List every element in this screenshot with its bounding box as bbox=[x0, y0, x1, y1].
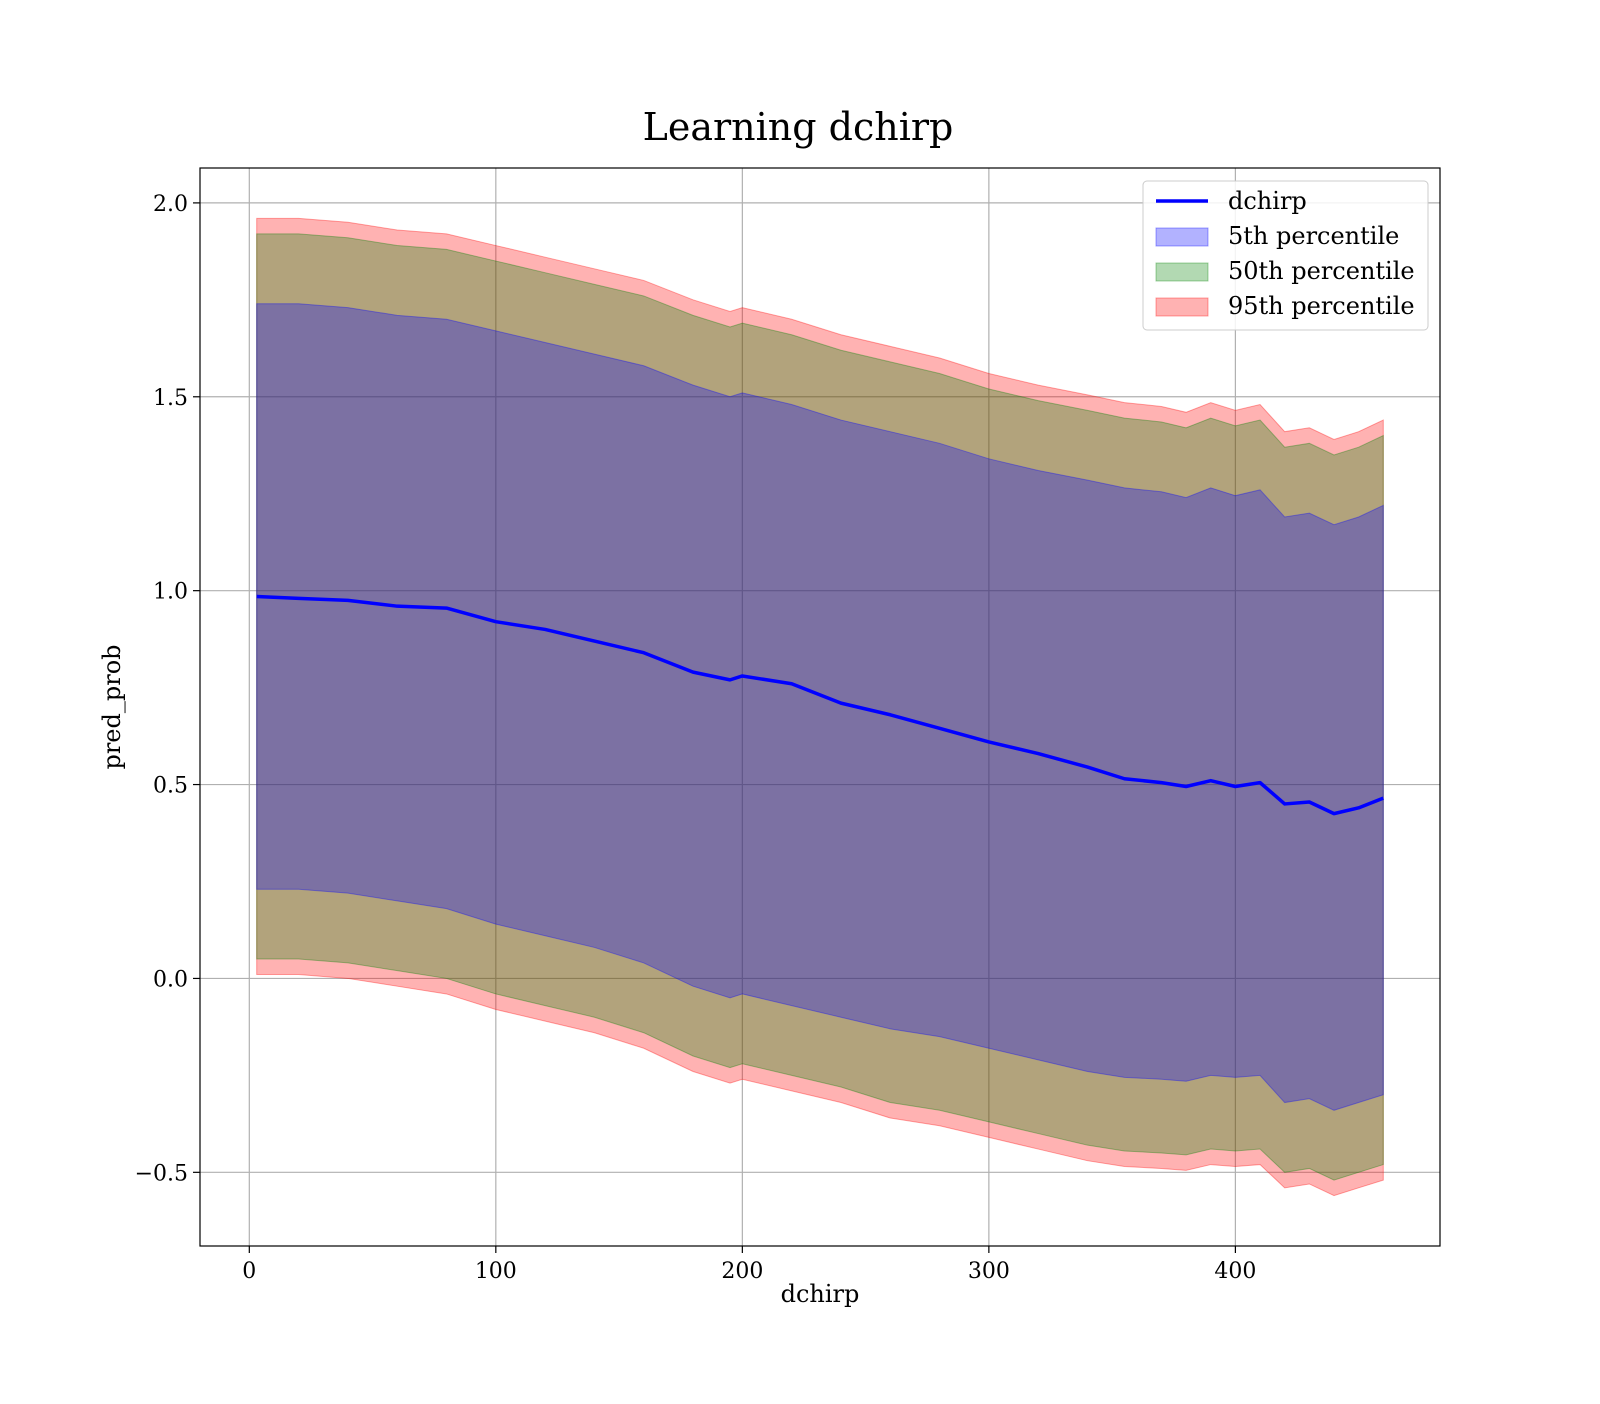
band-5th-percentile bbox=[256, 303, 1384, 1111]
legend-label-95th-percentile: 95th percentile bbox=[1228, 292, 1415, 320]
legend-swatch-95th-percentile bbox=[1155, 297, 1209, 317]
line-layer bbox=[256, 594, 1384, 816]
chart-title: Learning dchirp bbox=[643, 105, 954, 149]
legend-box bbox=[1142, 180, 1429, 331]
band-50th-percentile bbox=[256, 233, 1384, 1181]
tick-layer: 0 100 200 300 400 −0.5 0.0 0.5 1.0 1.5 2.0 bbox=[135, 192, 1257, 1284]
grid-layer bbox=[200, 168, 1440, 1246]
band-layer bbox=[256, 217, 1384, 1197]
x-tick-label: 300 bbox=[968, 1259, 1010, 1284]
y-axis-label: pred_prob bbox=[98, 644, 126, 769]
y-tick-label: 2.0 bbox=[153, 192, 188, 217]
legend-label-5th-percentile: 5th percentile bbox=[1228, 222, 1399, 250]
y-tick-label: 1.0 bbox=[153, 580, 188, 605]
x-tick-label: 100 bbox=[475, 1259, 517, 1284]
y-tick-label: −0.5 bbox=[135, 1161, 188, 1186]
x-axis-label: dchirp bbox=[781, 1280, 860, 1308]
legend-swatch-50th-percentile bbox=[1155, 262, 1209, 282]
x-tick-label: 0 bbox=[242, 1259, 256, 1284]
x-tick-label: 400 bbox=[1214, 1259, 1256, 1284]
y-tick-label: 0.5 bbox=[153, 774, 188, 799]
plot-frame bbox=[199, 167, 1441, 1247]
band-95th-percentile bbox=[256, 217, 1384, 1197]
y-tick-label: 0.0 bbox=[153, 967, 188, 992]
legend: dchirp 5th percentile 50th percentile 95th … bbox=[1142, 180, 1429, 331]
series-line-dchirp bbox=[256, 594, 1384, 816]
x-tick-label: 200 bbox=[721, 1259, 763, 1284]
legend-label-50th-percentile: 50th percentile bbox=[1228, 257, 1415, 285]
y-tick-label: 1.5 bbox=[153, 386, 188, 411]
legend-label-dchirp: dchirp bbox=[1228, 187, 1307, 215]
legend-swatch-5th-percentile bbox=[1155, 227, 1209, 247]
